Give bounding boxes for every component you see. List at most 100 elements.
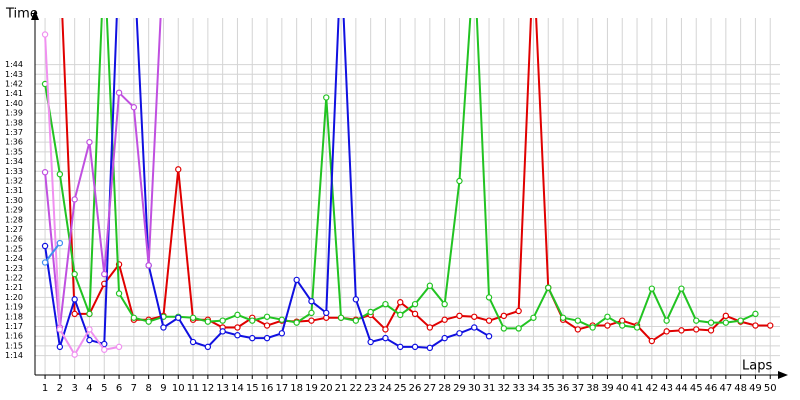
data-point <box>204 318 212 325</box>
data-point <box>278 316 286 323</box>
data-point <box>175 314 182 321</box>
y-tick-label: 1:24 <box>5 254 23 263</box>
data-point <box>382 326 389 333</box>
y-tick-label: 1:29 <box>5 206 23 215</box>
x-tick-label: 33 <box>512 383 525 394</box>
x-axis-label: Laps <box>742 359 772 374</box>
data-point <box>500 325 508 332</box>
y-tick-label: 1:25 <box>5 244 23 253</box>
data-point <box>56 170 64 178</box>
data-point <box>41 169 49 176</box>
data-point <box>219 328 226 335</box>
data-point <box>234 311 241 319</box>
data-point <box>485 294 493 301</box>
data-point <box>86 326 93 333</box>
data-point <box>397 311 404 319</box>
x-tick-label: 40 <box>616 383 629 394</box>
x-tick-label: 9 <box>160 383 166 394</box>
data-point <box>308 298 315 305</box>
data-point <box>160 324 167 331</box>
y-tick-label: 1:38 <box>5 118 23 127</box>
data-point <box>515 307 522 315</box>
data-point <box>352 296 360 303</box>
y-tick-label: 1:31 <box>5 186 23 195</box>
data-point <box>189 314 197 321</box>
data-point <box>367 308 374 316</box>
data-point <box>219 317 226 324</box>
y-tick-label: 1:36 <box>5 138 23 147</box>
data-point <box>278 330 286 337</box>
y-tick-label: 1:19 <box>5 303 23 312</box>
data-point <box>263 322 271 329</box>
data-point <box>604 322 611 329</box>
data-point <box>604 313 611 320</box>
x-tick-label: 13 <box>216 383 229 394</box>
data-point <box>500 312 508 320</box>
x-tick-label: 6 <box>116 383 122 394</box>
data-point <box>767 322 774 329</box>
data-point <box>485 317 493 324</box>
data-point <box>234 324 241 331</box>
data-point <box>71 196 78 203</box>
data-point <box>426 344 434 352</box>
y-tick-label: 1:21 <box>5 283 23 292</box>
data-point <box>456 330 463 337</box>
data-point <box>648 285 656 292</box>
x-tick-label: 30 <box>468 383 481 394</box>
data-point <box>145 318 152 325</box>
data-point <box>308 317 315 324</box>
x-tick-label: 14 <box>231 383 244 394</box>
x-tick-label: 11 <box>187 383 200 394</box>
data-point <box>86 336 93 344</box>
data-point <box>471 313 478 320</box>
data-point <box>707 327 715 334</box>
data-point <box>545 284 552 291</box>
data-point <box>175 166 182 173</box>
data-point <box>101 346 108 353</box>
y-tick-label: 1:18 <box>5 312 23 321</box>
x-tick-label: 18 <box>290 383 303 394</box>
data-point <box>323 309 330 317</box>
data-point <box>426 324 434 331</box>
data-point <box>41 242 49 250</box>
data-point <box>707 319 715 326</box>
data-point <box>130 104 138 111</box>
x-tick-label: 46 <box>705 383 718 394</box>
y-tick-label: 1:42 <box>5 79 23 88</box>
data-point <box>367 338 374 346</box>
y-tick-label: 1:40 <box>5 99 23 108</box>
data-point <box>411 310 419 318</box>
data-point <box>574 317 582 324</box>
y-tick-label: 1:37 <box>5 128 23 137</box>
y-tick-label: 1:28 <box>5 215 23 224</box>
x-tick-label: 23 <box>364 383 377 394</box>
x-tick-label: 39 <box>601 383 614 394</box>
y-tick-label: 1:41 <box>5 89 23 98</box>
data-point <box>145 262 152 269</box>
data-point <box>308 309 315 317</box>
x-tick-label: 21 <box>335 383 348 394</box>
data-point <box>249 317 256 324</box>
y-tick-label: 1:23 <box>5 264 23 273</box>
y-tick-label: 1:33 <box>5 167 23 176</box>
x-tick-label: 20 <box>320 383 333 394</box>
data-point <box>663 328 670 335</box>
x-tick-label: 45 <box>690 383 703 394</box>
x-tick-label: 49 <box>749 383 762 394</box>
x-tick-label: 34 <box>527 383 540 394</box>
y-tick-label: 1:39 <box>5 109 23 118</box>
data-point <box>678 327 685 334</box>
x-tick-label: 19 <box>305 383 318 394</box>
data-point <box>441 334 448 342</box>
data-point <box>204 343 212 351</box>
x-tick-label: 24 <box>379 383 392 394</box>
x-tick-label: 7 <box>131 383 137 394</box>
data-point <box>41 259 49 266</box>
data-point <box>619 322 626 329</box>
data-point <box>382 334 389 342</box>
x-tick-label: 26 <box>409 383 422 394</box>
x-tick-label: 16 <box>261 383 274 394</box>
data-point <box>323 94 330 101</box>
data-point <box>456 177 463 185</box>
x-tick-label: 4 <box>86 383 92 394</box>
